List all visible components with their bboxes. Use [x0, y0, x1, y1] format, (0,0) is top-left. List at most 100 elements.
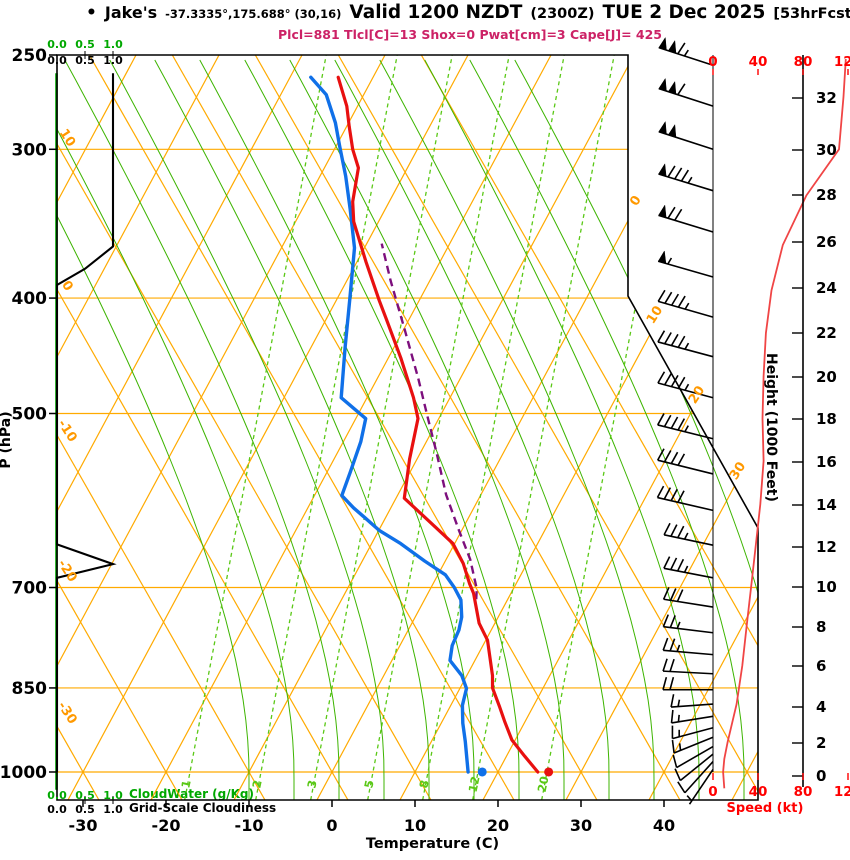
- grid-moist-adiabats: [57, 59, 758, 800]
- height-tick-label: 12: [816, 538, 837, 556]
- wind-barb: [657, 330, 714, 358]
- dewpoint-curve: [309, 75, 470, 774]
- wind-barb: [671, 725, 714, 740]
- height-tick-label: 10: [816, 578, 837, 596]
- wind-barb: [656, 413, 714, 440]
- pressure-tick-label: 700: [12, 579, 48, 599]
- temperature-axis: -30 -20 -10 0 10 20 30 40: [69, 800, 675, 835]
- mixing-ratio-label: 3: [304, 779, 319, 790]
- cloudwater-scale-tick-top: 0.0: [47, 38, 67, 51]
- dry-adiabat-label: 10: [56, 126, 78, 149]
- height-tick-label: 8: [816, 618, 826, 636]
- station-name: Jake's: [104, 3, 158, 22]
- wind-barb: [670, 709, 714, 724]
- height-tick-label: 22: [816, 324, 837, 342]
- wind-barb: [670, 694, 714, 708]
- wind-barb: [662, 637, 714, 656]
- temperature-tick-label: 20: [487, 816, 509, 835]
- pressure-tick-label: 400: [12, 289, 48, 309]
- dry-adiabat-label: 0: [58, 278, 76, 294]
- height-tick-label: 30: [816, 141, 837, 159]
- height-axis-title: Height (1000 Feet): [763, 353, 779, 502]
- pressure-tick-label: 300: [12, 140, 48, 160]
- wind-barb: [657, 289, 714, 318]
- pressure-tick-label: 1000: [0, 763, 47, 783]
- temperature-tick-label: -10: [235, 816, 264, 835]
- height-tick-label: 20: [816, 368, 837, 386]
- temperature-axis-title: Temperature (C): [365, 836, 500, 852]
- height-tick-label: 24: [816, 279, 837, 297]
- height-tick-label: 14: [816, 496, 837, 514]
- mixing-ratio-labels: 1 2 3 5 8 12 20: [178, 775, 551, 794]
- isotherm-label: 0: [627, 193, 645, 209]
- valid-time: Valid 1200 NZDT: [349, 2, 523, 23]
- speed-tick-label-top: 40: [749, 54, 768, 70]
- mixing-ratio-label: 2: [249, 779, 264, 790]
- pressure-tick-label: 250: [12, 46, 48, 66]
- wind-barb: [671, 736, 714, 754]
- grid-dry-adiabats: [57, 55, 758, 800]
- temperature-curve: [336, 75, 540, 774]
- wind-barb: [657, 371, 714, 399]
- wind-barb: [677, 761, 714, 794]
- dry-adiabat-label: -10: [54, 417, 79, 445]
- wind-barb: [662, 614, 714, 634]
- isotherm-label: 20: [686, 383, 708, 406]
- temperature-tick-label: 10: [404, 816, 426, 835]
- mixing-ratio-label: 12: [466, 775, 483, 794]
- speed-tick-label-top: 120: [834, 54, 850, 70]
- station-bullet: •: [86, 3, 97, 23]
- valid-zulu: (2300Z): [530, 6, 595, 22]
- cloudiness-scale-tick-top: 0.0: [47, 54, 67, 67]
- height-tick-label: 32: [816, 89, 837, 107]
- isotherm-label: 10: [644, 303, 666, 326]
- cloudiness-scale-tick-bottom: 0.5: [75, 803, 95, 816]
- temperature-tick-label: 0: [326, 816, 337, 835]
- temperature-tick-label: -30: [69, 816, 98, 835]
- temperature-tick-label: -20: [152, 816, 181, 835]
- wind-barb: [674, 753, 714, 782]
- wind-barb: [658, 204, 714, 233]
- valid-date: TUE 2 Dec 2025: [602, 2, 766, 23]
- parcel-curve: [380, 243, 479, 600]
- wind-barb-column: [656, 36, 714, 805]
- wind-barb: [672, 745, 714, 769]
- temperature-tick-label: 40: [653, 816, 675, 835]
- wind-barb: [662, 658, 714, 675]
- mixing-ratio-label: 1: [178, 779, 193, 790]
- cloudwater-scale-tick-bottom: 1.0: [103, 789, 123, 802]
- wind-barb: [658, 36, 714, 67]
- speed-tick-label-bottom: 120: [834, 784, 850, 800]
- cloudiness-scale-tick-bottom: 1.0: [103, 803, 123, 816]
- pressure-tick-label: 500: [12, 404, 48, 424]
- wind-barb: [662, 676, 713, 691]
- wind-barb: [663, 556, 714, 579]
- surface-temperature-dot: [544, 767, 554, 777]
- wind-barb: [656, 485, 714, 512]
- mixing-ratio-label: 8: [416, 779, 431, 790]
- cloudwater-scale-title: CloudWater (g/Kg): [129, 787, 255, 801]
- height-tick-label: 16: [816, 453, 837, 471]
- skewt-gridlines: [57, 55, 758, 800]
- surface-markers: [477, 767, 554, 777]
- wind-barb: [656, 448, 714, 475]
- height-tick-label: 6: [816, 657, 826, 675]
- height-tick-label: 26: [816, 233, 837, 251]
- wind-barb: [662, 587, 714, 608]
- wind-barb: [658, 163, 714, 192]
- height-tick-label: 0: [816, 767, 826, 785]
- speed-tick-label-top: 0: [708, 54, 717, 70]
- station-coords: -37.3335°,175.688° (30,16): [165, 7, 342, 21]
- sounding-indices: Plcl=881 Tlcl[C]=13 Shox=0 Pwat[cm]=3 Ca…: [278, 27, 662, 42]
- surface-dewpoint-dot: [477, 767, 487, 777]
- height-tick-label: 2: [816, 734, 826, 752]
- dry-adiabat-labels: 10 0 -10 -20 -30: [54, 126, 79, 727]
- dry-adiabat-label: -30: [54, 699, 79, 727]
- mixing-ratio-label: 20: [535, 775, 552, 794]
- pressure-axis: 250 300 400 500 700 850 1000: [0, 46, 57, 783]
- speed-tick-label-top: 80: [794, 54, 813, 70]
- speed-axis: 0040408080120120: [708, 54, 850, 800]
